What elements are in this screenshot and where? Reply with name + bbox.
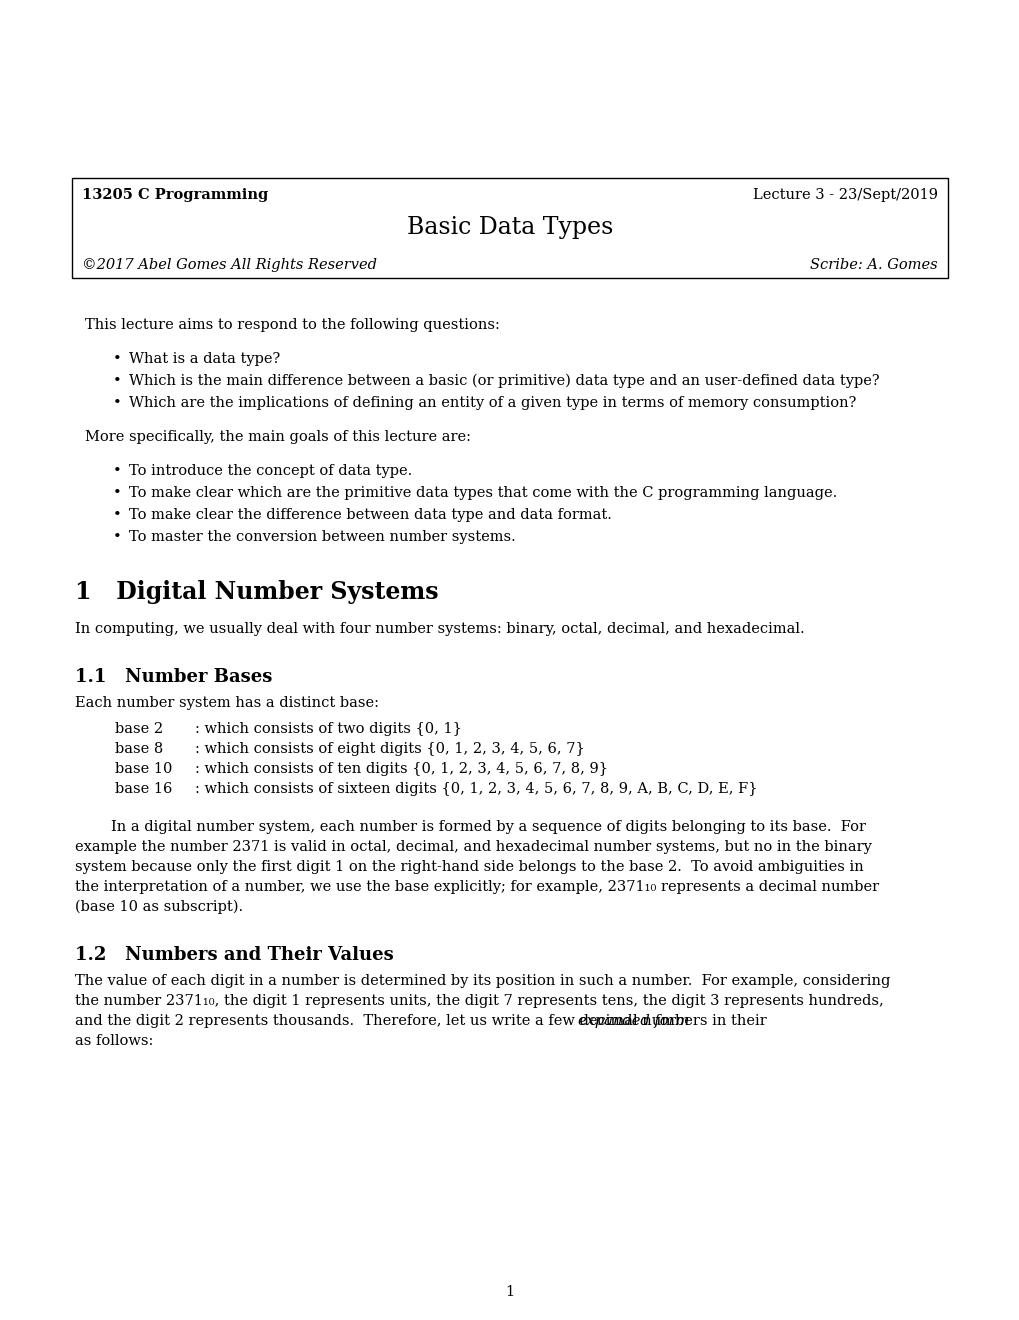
Text: 13205 C Programming: 13205 C Programming (82, 187, 268, 202)
Bar (72, 178, 947, 279)
Text: the number 2371₁₀, the digit 1 represents units, the digit 7 represents tens, th: the number 2371₁₀, the digit 1 represent… (75, 994, 882, 1008)
Text: •: • (113, 396, 121, 411)
Text: 1.1   Number Bases: 1.1 Number Bases (75, 668, 272, 686)
Text: system because only the first digit 1 on the right-hand side belongs to the base: system because only the first digit 1 on… (75, 861, 863, 874)
Text: To master the conversion between number systems.: To master the conversion between number … (128, 531, 516, 544)
Text: •: • (113, 352, 121, 366)
Text: : which consists of ten digits {0, 1, 2, 3, 4, 5, 6, 7, 8, 9}: : which consists of ten digits {0, 1, 2,… (195, 762, 607, 776)
Text: Which is the main difference between a basic (or primitive) data type and an use: Which is the main difference between a b… (128, 374, 878, 388)
Text: In computing, we usually deal with four number systems: binary, octal, decimal, : In computing, we usually deal with four … (75, 622, 804, 636)
Text: expanded form: expanded form (578, 1014, 689, 1028)
Text: Basic Data Types: Basic Data Types (407, 216, 612, 239)
Text: base 8: base 8 (115, 742, 163, 756)
Text: This lecture aims to respond to the following questions:: This lecture aims to respond to the foll… (85, 318, 499, 333)
Text: •: • (113, 531, 121, 544)
Text: More specifically, the main goals of this lecture are:: More specifically, the main goals of thi… (85, 430, 471, 444)
Text: and the digit 2 represents thousands.  Therefore, let us write a few decimal num: and the digit 2 represents thousands. Th… (75, 1014, 770, 1028)
Text: base 16: base 16 (115, 781, 172, 796)
Text: •: • (113, 486, 121, 500)
Text: as follows:: as follows: (75, 1034, 153, 1048)
Text: To introduce the concept of data type.: To introduce the concept of data type. (128, 465, 412, 478)
Text: Each number system has a distinct base:: Each number system has a distinct base: (75, 696, 379, 710)
Text: In a digital number system, each number is formed by a sequence of digits belong: In a digital number system, each number … (111, 820, 865, 834)
Text: Lecture 3 - 23/Sept/2019: Lecture 3 - 23/Sept/2019 (752, 187, 937, 202)
Text: base 10: base 10 (115, 762, 172, 776)
Text: 1   Digital Number Systems: 1 Digital Number Systems (75, 579, 438, 605)
Text: 1: 1 (505, 1284, 514, 1299)
Text: base 2: base 2 (115, 722, 163, 737)
Text: •: • (113, 508, 121, 521)
Text: : which consists of sixteen digits {0, 1, 2, 3, 4, 5, 6, 7, 8, 9, A, B, C, D, E,: : which consists of sixteen digits {0, 1… (195, 781, 757, 796)
Text: The value of each digit in a number is determined by its position in such a numb: The value of each digit in a number is d… (75, 974, 890, 987)
Text: Which are the implications of defining an entity of a given type in terms of mem: Which are the implications of defining a… (128, 396, 856, 411)
Text: (base 10 as subscript).: (base 10 as subscript). (75, 900, 243, 915)
Text: To make clear the difference between data type and data format.: To make clear the difference between dat… (128, 508, 611, 521)
Text: Scribe: A. Gomes: Scribe: A. Gomes (809, 257, 937, 272)
Text: example the number 2371 is valid in octal, decimal, and hexadecimal number syste: example the number 2371 is valid in octa… (75, 840, 871, 854)
Text: the interpretation of a number, we use the base explicitly; for example, 2371₁₀ : the interpretation of a number, we use t… (75, 880, 878, 894)
Text: : which consists of eight digits {0, 1, 2, 3, 4, 5, 6, 7}: : which consists of eight digits {0, 1, … (195, 742, 584, 756)
Text: ©2017 Abel Gomes All Rights Reserved: ©2017 Abel Gomes All Rights Reserved (82, 257, 377, 272)
Text: To make clear which are the primitive data types that come with the C programmin: To make clear which are the primitive da… (128, 486, 837, 500)
Text: What is a data type?: What is a data type? (128, 352, 280, 366)
Text: 1.2   Numbers and Their Values: 1.2 Numbers and Their Values (75, 946, 393, 964)
Text: •: • (113, 465, 121, 478)
Text: •: • (113, 374, 121, 388)
Text: : which consists of two digits {0, 1}: : which consists of two digits {0, 1} (195, 722, 462, 737)
